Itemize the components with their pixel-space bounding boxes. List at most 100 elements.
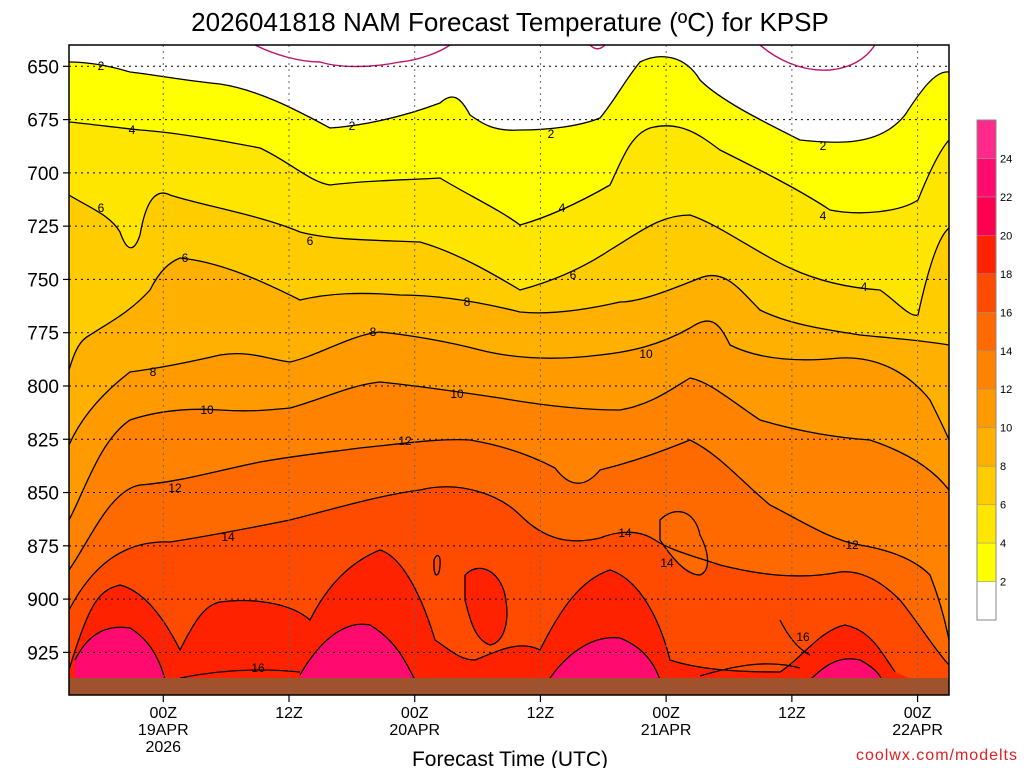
colorbar-label: 4 (1000, 538, 1006, 550)
y-tick-label: 875 (27, 537, 59, 558)
colorbar-swatch (977, 543, 996, 583)
y-tick-label: 800 (27, 377, 59, 398)
colorbar-label: 20 (1000, 230, 1012, 242)
colorbar-swatch (977, 427, 996, 467)
contour-label: 12 (168, 481, 182, 495)
y-tick-label: 850 (27, 484, 59, 505)
contour-label: 4 (861, 280, 868, 294)
contour-line-12 (69, 377, 949, 521)
contour-line-16 (69, 486, 949, 666)
contour-label: 2 (349, 119, 356, 133)
colorbar-label: 6 (1000, 500, 1006, 512)
contour-label: 6 (307, 234, 314, 248)
colorbar-swatch (977, 466, 996, 506)
contour-label: 8 (464, 295, 471, 309)
x-tick-label: 00Z (652, 705, 680, 722)
plot-area (69, 45, 949, 695)
contour-label: 2 (820, 139, 827, 153)
colorbar-label: 2 (1000, 577, 1006, 589)
x-tick-label: 20APR (389, 722, 440, 739)
x-tick-label: 22APR (892, 722, 943, 739)
chart-title: 2026041818 NAM Forecast Temperature (ºC)… (191, 7, 829, 37)
y-tick-label: 900 (27, 590, 59, 611)
x-axis-label: Forecast Time (UTC) (412, 748, 608, 768)
band-above-20-c (550, 637, 660, 680)
contour-label: 6 (182, 251, 189, 265)
y-tick-label: 675 (27, 111, 59, 132)
colorbar-frame (976, 119, 997, 621)
y-tick-label: 650 (27, 57, 59, 78)
colorbar-label: 24 (1000, 153, 1012, 165)
x-tick-label: 00Z (401, 705, 429, 722)
contour-lines (69, 56, 949, 681)
terrain-ground (69, 678, 949, 695)
contour-label: 8 (370, 325, 377, 339)
contour-line-20-c (549, 636, 661, 681)
colorbar-label: 14 (1000, 346, 1012, 358)
contour-line-18-pocket (464, 567, 508, 646)
contour-line-20-b (299, 623, 416, 681)
band-above-16-pocket-b (660, 511, 708, 575)
contour-label: 4 (559, 201, 566, 215)
contour-label: 10 (200, 403, 214, 417)
band-above-16-pocket-a (465, 568, 507, 645)
contour-label: 14 (618, 526, 632, 540)
contour-line-4 (69, 121, 949, 226)
zero-contour-3 (759, 45, 876, 71)
colorbar-swatch (977, 581, 996, 621)
contour-label: 16 (251, 661, 265, 675)
contour-line-8 (69, 257, 949, 371)
x-tick-label: 12Z (527, 705, 555, 722)
y-tick-label: 750 (27, 270, 59, 291)
contour-label: 12 (845, 538, 859, 552)
y-tick-label: 725 (27, 217, 59, 238)
colorbar-label: 10 (1000, 423, 1012, 435)
contour-line-6 (69, 192, 949, 316)
x-tick-label: 00Z (149, 705, 177, 722)
contour-label: 10 (450, 387, 464, 401)
x-tick-label: 2026 (145, 739, 181, 756)
contour-line-16-pocket (659, 511, 709, 576)
y-tick-label: 700 (27, 164, 59, 185)
colorbar-swatch (977, 389, 996, 429)
colorbar-swatch (977, 273, 996, 313)
contour-line-bottom-wiggle (179, 619, 811, 679)
colorbar-label: 8 (1000, 461, 1006, 473)
contour-label: 14 (221, 530, 235, 544)
x-tick-label: 21APR (641, 722, 692, 739)
plot-frame (68, 44, 950, 696)
x-tick-label: 12Z (778, 705, 806, 722)
contour-label: 16 (796, 630, 810, 644)
contour-labels: 2 2 2 2 4 4 4 4 6 6 6 6 8 8 8 10 10 10 12 12 12 14 14 14 16 16 (98, 59, 868, 675)
x-tick-label: 19APR (138, 722, 189, 739)
contour-label: 6 (570, 268, 577, 282)
site-credit: coolwx.com/modelts (856, 747, 1018, 764)
colorbar-swatch (977, 158, 996, 198)
zero-contour-2 (589, 45, 606, 50)
contour-line-2 (69, 56, 949, 143)
contour-label: 2 (548, 127, 555, 141)
colorbar-label: 12 (1000, 384, 1012, 396)
colorbar-swatch (977, 196, 996, 236)
colorbar-swatch (977, 312, 996, 352)
band-above-20-d (810, 658, 882, 680)
contour-label: 2 (98, 59, 105, 73)
contour-label: 10 (639, 347, 653, 361)
contour-label: 6 (98, 201, 105, 215)
contour-line-20-a (74, 626, 166, 681)
contour-label: 12 (398, 434, 412, 448)
x-tick-label: 00Z (904, 705, 932, 722)
band-above-20 (75, 627, 165, 680)
contour-line-small-loop (433, 554, 441, 576)
colorbar-swatch (977, 504, 996, 544)
grid-lines (69, 45, 949, 695)
colorbar-swatch (977, 235, 996, 275)
colorbar-label: 22 (1000, 192, 1012, 204)
contour-label: 8 (150, 365, 157, 379)
contour-label: 4 (129, 123, 136, 137)
contour-line-20-d (809, 658, 883, 681)
x-tick-label: 12Z (275, 705, 303, 722)
